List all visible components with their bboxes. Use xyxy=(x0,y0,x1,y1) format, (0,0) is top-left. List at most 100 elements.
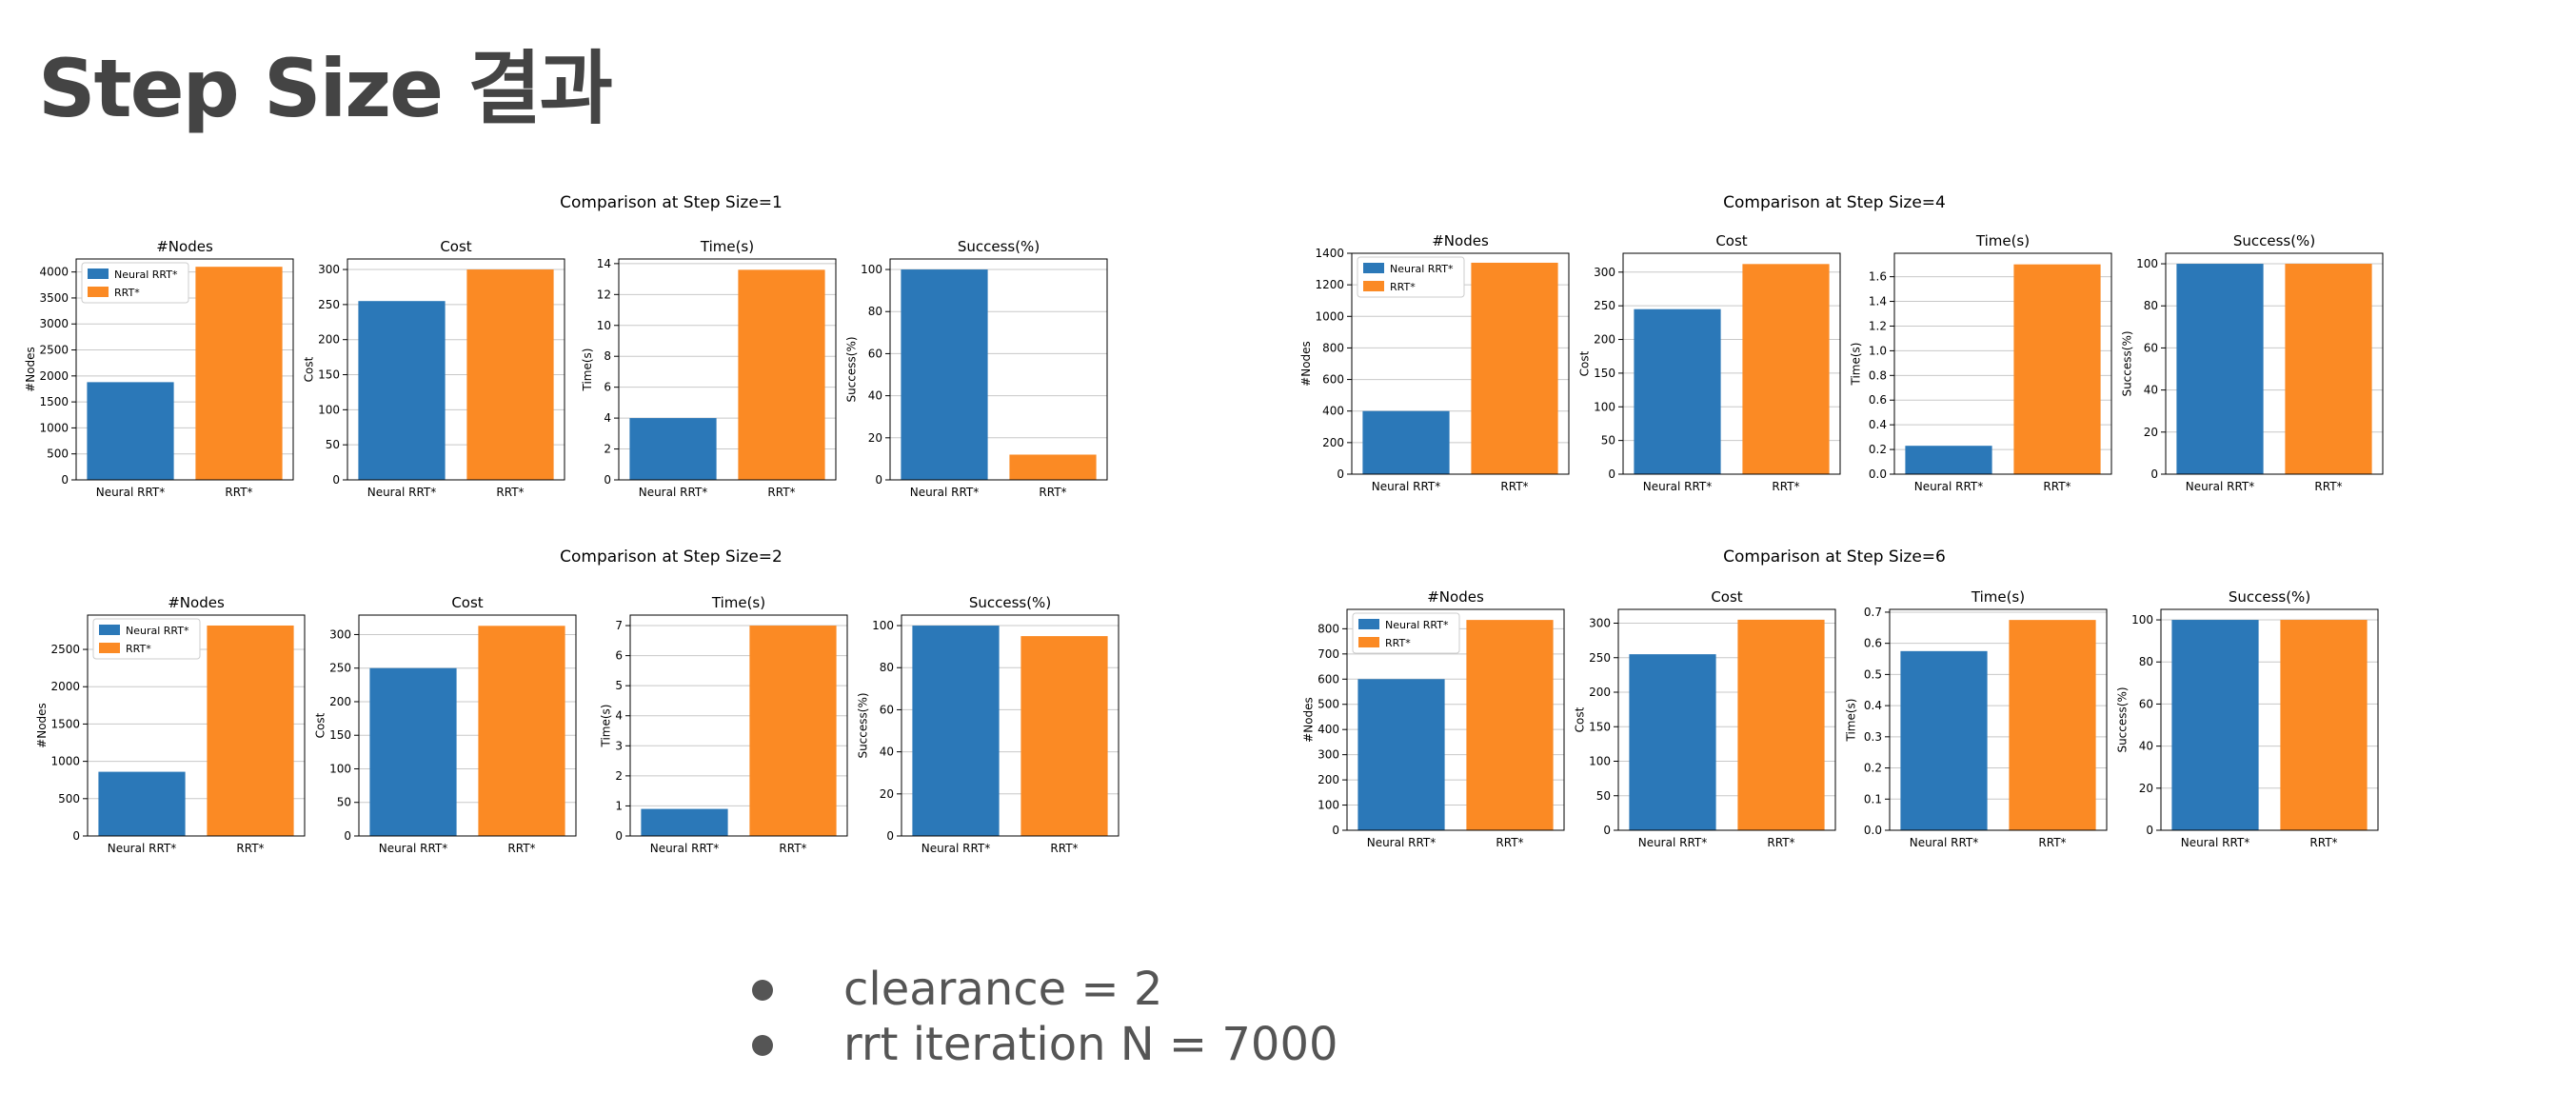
bullet-dot xyxy=(752,1035,773,1056)
axes-frame xyxy=(2160,608,2379,831)
y-axis-label: Success(%) xyxy=(845,336,859,402)
bar-rrt xyxy=(195,267,283,480)
y-tick-label: 0.4 xyxy=(1864,699,1882,712)
y-tick-label: 600 xyxy=(1322,373,1344,387)
axes-frame xyxy=(618,258,837,481)
y-tick-label: 12 xyxy=(597,288,611,301)
bar-neural-rrt xyxy=(358,301,446,480)
bar-rrt xyxy=(2285,264,2372,474)
legend-swatch-neural xyxy=(1358,619,1379,629)
bar-rrt xyxy=(1742,264,1830,474)
y-tick-label: 3500 xyxy=(39,291,69,305)
y-tick-label: 100 xyxy=(2131,613,2153,627)
legend-label: RRT* xyxy=(114,287,140,299)
axes-frame xyxy=(1893,252,2112,475)
y-tick-label: 0.3 xyxy=(1864,730,1882,744)
y-tick-label: 200 xyxy=(318,333,340,347)
panel-title: Cost xyxy=(451,594,483,611)
bar-rrt xyxy=(1466,620,1554,830)
y-axis-label: Cost xyxy=(314,712,327,738)
y-tick-label: 1400 xyxy=(1315,247,1344,260)
y-tick-label: 80 xyxy=(880,661,894,674)
legend-swatch-rrt xyxy=(1363,281,1384,291)
panel-title: #Nodes xyxy=(1432,232,1489,249)
y-tick-label: 0.0 xyxy=(1864,824,1882,837)
y-tick-label: 2 xyxy=(615,769,623,783)
y-tick-label: 20 xyxy=(2139,782,2153,795)
y-tick-label: 200 xyxy=(329,695,351,708)
y-axis-label: Time(s) xyxy=(1845,699,1858,743)
y-tick-label: 200 xyxy=(1594,333,1615,347)
x-tick-label: RRT* xyxy=(1767,836,1794,849)
y-tick-label: 1000 xyxy=(39,421,69,434)
y-tick-label: 300 xyxy=(1594,266,1615,279)
y-tick-label: 40 xyxy=(2144,384,2158,397)
y-tick-label: 100 xyxy=(2136,257,2158,270)
bar-rrt xyxy=(1009,454,1097,480)
x-tick-label: Neural RRT* xyxy=(639,486,708,499)
axes-frame xyxy=(901,614,1120,837)
x-tick-label: Neural RRT* xyxy=(1372,480,1441,493)
x-tick-label: RRT* xyxy=(1050,842,1078,855)
x-tick-label: Neural RRT* xyxy=(96,486,166,499)
bar-neural-rrt xyxy=(2176,264,2264,474)
y-tick-label: 0 xyxy=(886,829,894,843)
y-tick-label: 6 xyxy=(615,649,623,663)
y-tick-label: 50 xyxy=(1596,789,1611,803)
y-tick-label: 100 xyxy=(1318,799,1339,812)
y-tick-label: 4000 xyxy=(39,266,69,279)
y-tick-label: 0.4 xyxy=(1869,418,1887,431)
y-axis-label: Success(%) xyxy=(2116,686,2130,752)
x-tick-label: Neural RRT* xyxy=(1638,836,1708,849)
y-tick-label: 150 xyxy=(318,368,340,382)
legend-swatch-neural xyxy=(1363,263,1384,273)
x-tick-label: Neural RRT* xyxy=(2186,480,2255,493)
legend-swatch-neural xyxy=(88,269,109,279)
y-tick-label: 40 xyxy=(2139,740,2153,753)
y-tick-label: 2000 xyxy=(39,369,69,383)
axes-frame xyxy=(2165,252,2384,475)
y-tick-label: 8 xyxy=(604,349,611,363)
y-tick-label: 1.6 xyxy=(1869,270,1887,284)
axes-frame xyxy=(1351,252,1570,475)
y-tick-label: 300 xyxy=(1589,617,1611,630)
y-tick-label: 0.2 xyxy=(1869,443,1887,456)
note-item: clearance = 2 xyxy=(752,962,1338,1017)
note-text: rrt iteration N = 7000 xyxy=(843,1018,1338,1071)
x-tick-label: RRT* xyxy=(779,842,806,855)
y-axis-label: Success(%) xyxy=(2121,330,2134,396)
y-tick-label: 0.7 xyxy=(1864,606,1882,619)
y-tick-label: 6 xyxy=(604,381,611,394)
y-tick-label: 800 xyxy=(1322,341,1344,354)
y-tick-label: 50 xyxy=(326,438,340,451)
y-axis-label: Cost xyxy=(303,356,316,382)
y-tick-label: 5 xyxy=(615,679,623,692)
panel-title: Time(s) xyxy=(711,594,765,611)
x-tick-label: RRT* xyxy=(2038,836,2066,849)
y-axis-label: Success(%) xyxy=(857,692,870,758)
axes-frame xyxy=(358,614,577,837)
x-tick-label: RRT* xyxy=(1772,480,1799,493)
x-tick-label: RRT* xyxy=(507,842,535,855)
legend-label: RRT* xyxy=(1390,281,1416,293)
y-tick-label: 2500 xyxy=(39,344,69,357)
y-tick-label: 0 xyxy=(875,473,882,487)
y-tick-label: 40 xyxy=(880,746,894,759)
y-tick-label: 50 xyxy=(337,796,351,809)
y-tick-label: 60 xyxy=(2139,697,2153,710)
bar-rrt xyxy=(478,626,565,836)
bar-rrt xyxy=(1737,619,1825,830)
y-tick-label: 0 xyxy=(1608,467,1615,481)
y-tick-label: 60 xyxy=(868,347,882,360)
legend-label: RRT* xyxy=(1385,637,1411,649)
bar-neural-rrt xyxy=(1629,654,1716,830)
y-tick-label: 1000 xyxy=(50,755,80,768)
figure-title: Comparison at Step Size=2 xyxy=(560,547,783,567)
axes-frame xyxy=(347,258,565,481)
panel-title: Cost xyxy=(440,238,471,255)
y-tick-label: 1 xyxy=(615,799,623,812)
bar-neural-rrt xyxy=(369,667,457,836)
legend-label: Neural RRT* xyxy=(114,269,178,281)
x-tick-label: RRT* xyxy=(1500,480,1528,493)
x-tick-label: Neural RRT* xyxy=(650,842,720,855)
